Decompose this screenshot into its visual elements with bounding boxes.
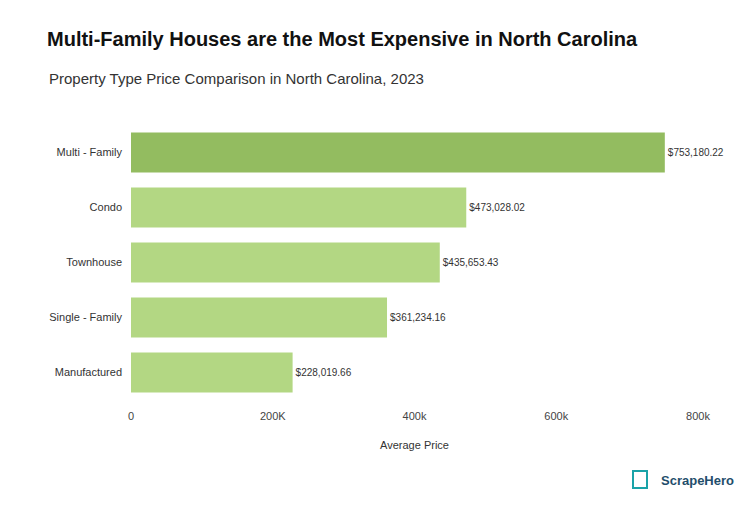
svg-text:$435,653.43: $435,653.43 [443, 257, 499, 268]
svg-text:0: 0 [128, 410, 134, 422]
svg-text:Condo: Condo [90, 201, 122, 213]
svg-text:Multi - Family: Multi - Family [57, 146, 123, 158]
svg-text:Average Price: Average Price [380, 439, 449, 451]
svg-text:400k: 400k [403, 410, 427, 422]
svg-text:Property Type Price Comparison: Property Type Price Comparison in North … [49, 70, 424, 87]
svg-text:$753,180.22: $753,180.22 [668, 147, 724, 158]
svg-text:200K: 200K [260, 410, 286, 422]
svg-text:ScrapeHero: ScrapeHero [661, 473, 734, 488]
svg-text:Single - Family: Single - Family [49, 311, 122, 323]
svg-text:Multi-Family Houses are the Mo: Multi-Family Houses are the Most Expensi… [47, 28, 638, 50]
svg-text:600k: 600k [544, 410, 568, 422]
svg-text:$228,019.66: $228,019.66 [296, 367, 352, 378]
svg-text:$473,028.02: $473,028.02 [469, 202, 525, 213]
svg-text:800k: 800k [686, 410, 710, 422]
svg-text:Manufactured: Manufactured [55, 366, 122, 378]
svg-text:Townhouse: Townhouse [66, 256, 122, 268]
svg-text:$361,234.16: $361,234.16 [390, 312, 446, 323]
